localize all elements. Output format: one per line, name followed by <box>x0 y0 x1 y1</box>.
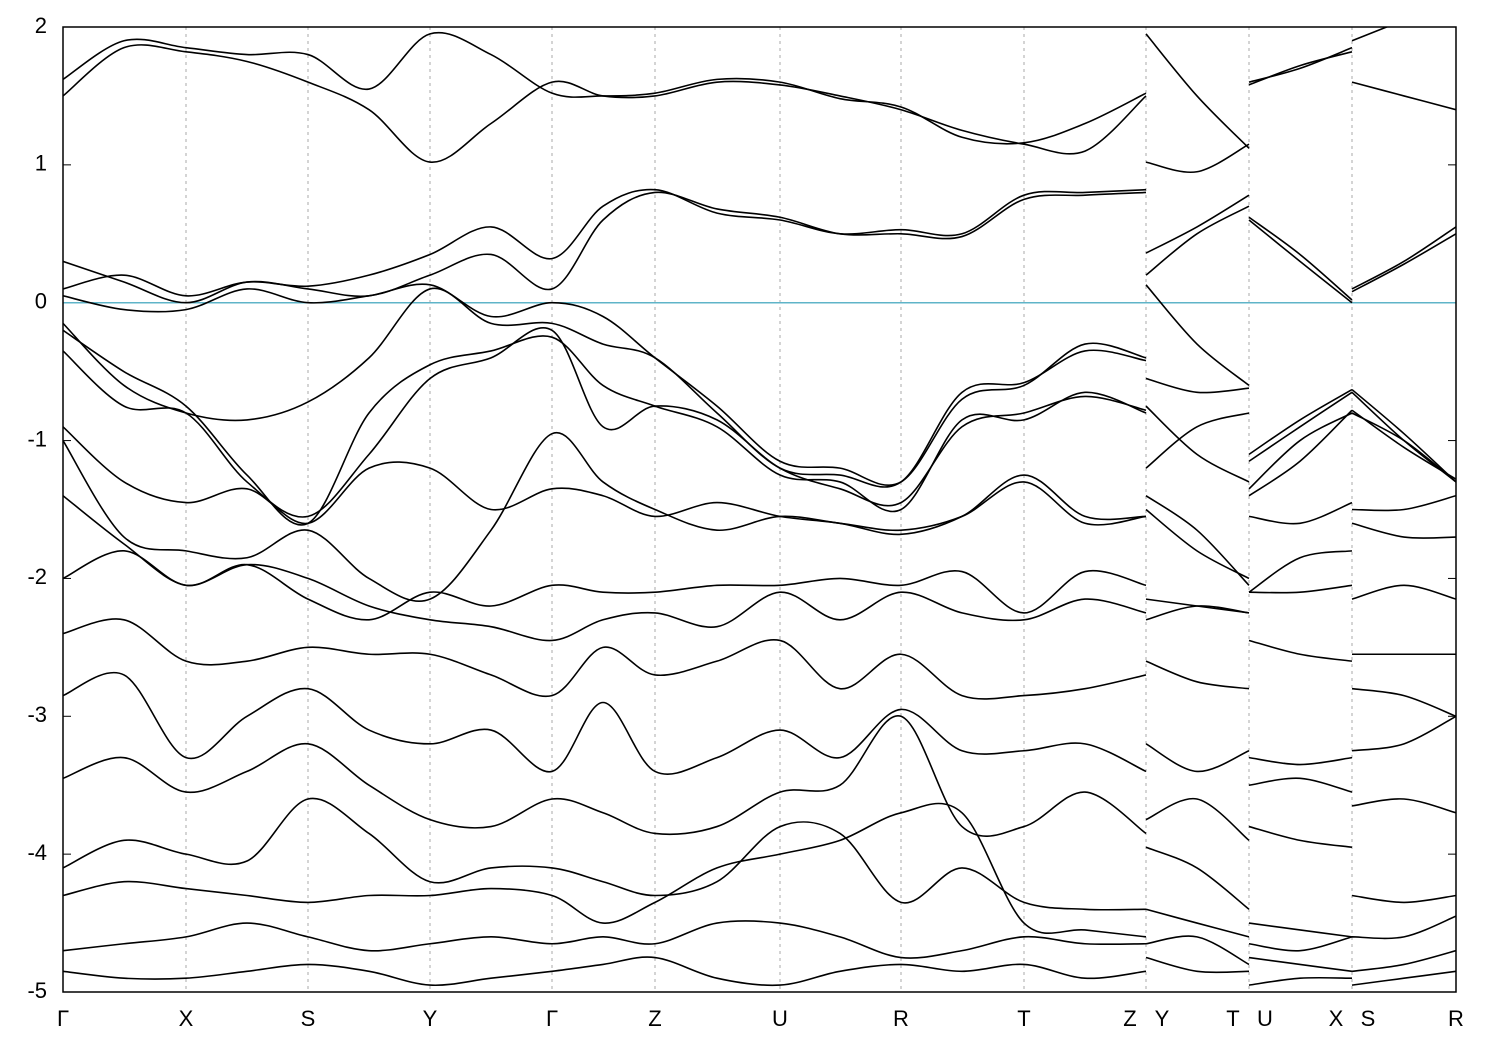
band <box>63 27 1389 149</box>
x-tick-label: Y <box>423 1006 438 1031</box>
x-tick-label: R <box>893 1006 909 1031</box>
bands <box>63 27 1456 987</box>
band <box>63 426 1456 586</box>
band <box>63 956 1456 987</box>
x-tick-label: T <box>1226 1006 1239 1031</box>
plot-frame <box>62 26 1457 993</box>
x-tick-label: T <box>1017 1006 1030 1031</box>
x-tick-label: Γ <box>57 1006 69 1031</box>
grid <box>62 26 1457 993</box>
x-tick-label: X <box>179 1006 194 1031</box>
y-tick-label: -2 <box>27 564 47 589</box>
band <box>63 287 1456 488</box>
y-tick-label: -5 <box>27 978 47 1003</box>
x-tick-label: U <box>1257 1006 1273 1031</box>
band <box>63 191 1456 304</box>
x-tick-label: S <box>301 1006 316 1031</box>
band <box>63 672 1456 793</box>
y-tick-label: 1 <box>35 151 47 176</box>
band <box>63 715 1456 849</box>
band <box>63 327 1456 518</box>
y-tick-label: 2 <box>35 13 47 38</box>
x-tick-label: R <box>1448 1006 1464 1031</box>
y-tick-label: -4 <box>27 840 47 865</box>
y-tick-label: -3 <box>27 702 47 727</box>
y-tick-label: -1 <box>27 426 47 451</box>
band <box>63 44 1456 174</box>
band <box>63 329 1456 526</box>
band <box>63 797 1456 938</box>
x-tick-label: X <box>1329 1006 1344 1031</box>
x-tick-label: Γ <box>546 1006 558 1031</box>
band <box>63 431 1456 602</box>
band <box>63 802 1456 952</box>
x-tick-label: S <box>1361 1006 1376 1031</box>
x-tick-label: Z <box>648 1006 661 1031</box>
band <box>63 188 1456 301</box>
x-tick-label: Y <box>1155 1006 1170 1031</box>
x-tick-label: Z <box>1123 1006 1136 1031</box>
x-tick-label: U <box>772 1006 788 1031</box>
band <box>63 550 1456 662</box>
band <box>63 618 1456 766</box>
band <box>63 920 1456 973</box>
y-tick-label: 0 <box>35 289 47 314</box>
band <box>63 283 1456 487</box>
